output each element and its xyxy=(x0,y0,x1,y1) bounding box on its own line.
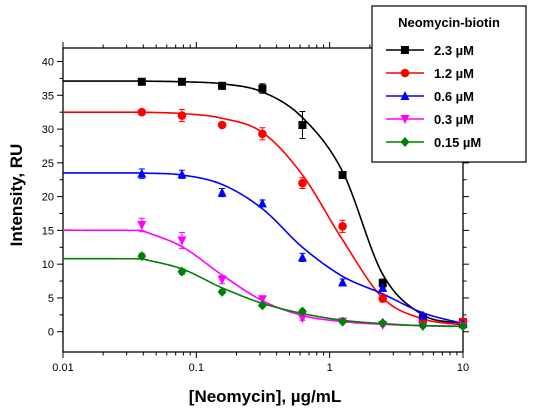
x-axis-title: [Neomycin], µg/mL xyxy=(189,387,341,406)
fit-curve-2 xyxy=(63,172,464,325)
legend-title: Neomycin-biotin xyxy=(398,15,500,30)
data-point-series-2 xyxy=(297,252,307,262)
data-point-series-0 xyxy=(218,81,227,90)
tick-labels: 0.01 0.1 1 10 0 5 10 15 20 25 30 35 40 xyxy=(42,57,469,374)
legend-label-3: 0.3 µM xyxy=(434,112,474,127)
legend-label-2: 0.6 µM xyxy=(434,89,474,104)
legend-marker-3 xyxy=(400,115,410,124)
legend-marker-4 xyxy=(400,137,410,147)
data-point-series-4 xyxy=(338,316,348,327)
data-point-series-2 xyxy=(378,282,388,292)
data-point-series-0 xyxy=(258,84,267,93)
data-point-series-2 xyxy=(418,310,428,320)
x-tick-label: 0.01 xyxy=(52,362,73,374)
data-point-series-3 xyxy=(177,236,187,246)
data-point-series-2 xyxy=(257,198,267,208)
data-point-series-4 xyxy=(458,321,468,332)
data-point-series-3 xyxy=(137,220,147,230)
y-tick-label: 25 xyxy=(42,158,54,170)
y-tick-label: 35 xyxy=(42,90,54,102)
legend-label-0: 2.3 µM xyxy=(434,43,474,58)
data-point-series-1 xyxy=(258,129,267,139)
data-point-series-2 xyxy=(338,277,348,287)
fit-curve-4 xyxy=(62,257,464,328)
data-point-series-4 xyxy=(177,266,187,277)
y-axis-title: Intensity, RU xyxy=(7,144,26,247)
data-point-series-4 xyxy=(217,286,227,297)
data-point-series-0 xyxy=(177,77,186,86)
x-tick-label: 10 xyxy=(457,362,469,374)
y-tick-label: 10 xyxy=(42,259,54,271)
data-point-series-1 xyxy=(177,111,187,120)
data-point-series-4 xyxy=(257,300,267,311)
y-tick-label: 20 xyxy=(42,192,54,204)
data-point-series-4 xyxy=(378,317,388,328)
legend-marker-0 xyxy=(401,46,409,54)
data-point-series-3 xyxy=(297,314,307,324)
data-point-series-1 xyxy=(298,178,307,188)
data-point-series-2 xyxy=(177,169,187,179)
y-tick-label: 0 xyxy=(48,327,54,339)
data-point-series-0 xyxy=(298,121,307,130)
data-point-series-1 xyxy=(137,107,147,117)
x-tick-label: 1 xyxy=(327,362,333,374)
y-tick-label: 30 xyxy=(42,124,54,136)
legend-marker-1 xyxy=(400,68,410,78)
axes xyxy=(57,42,469,358)
y-tick-label: 40 xyxy=(42,57,54,69)
legend-label-4: 0.15 µM xyxy=(434,135,481,150)
y-tick-label: 15 xyxy=(42,225,54,237)
x-tick-label: 0.1 xyxy=(189,362,204,374)
data-point-series-1 xyxy=(378,294,388,303)
data-point-series-4 xyxy=(137,251,147,262)
legend-marker-2 xyxy=(400,91,410,100)
plot-frame xyxy=(62,47,464,353)
data-point-series-0 xyxy=(137,77,146,86)
data-point-series-4 xyxy=(297,306,307,317)
data-point-series-0 xyxy=(338,171,347,180)
data-point-series-2 xyxy=(137,168,147,178)
data-point-series-2 xyxy=(217,187,227,197)
data-point-series-1 xyxy=(217,120,227,130)
legend: Neomycin-biotin 2.3 µM 1.2 µM 0.6 µM 0.3 µM… xyxy=(371,5,527,163)
data-point-series-3 xyxy=(257,295,267,305)
y-tick-label: 5 xyxy=(48,293,54,305)
data-point-series-4 xyxy=(418,320,428,331)
legend-label-1: 1.2 µM xyxy=(434,66,474,81)
data-point-series-1 xyxy=(338,222,347,231)
data-markers xyxy=(137,77,468,332)
legend-box xyxy=(371,5,527,163)
data-point-series-3 xyxy=(217,275,227,285)
legend-entries: 2.3 µM 1.2 µM 0.6 µM 0.3 µM 0.15 µM xyxy=(386,43,481,150)
